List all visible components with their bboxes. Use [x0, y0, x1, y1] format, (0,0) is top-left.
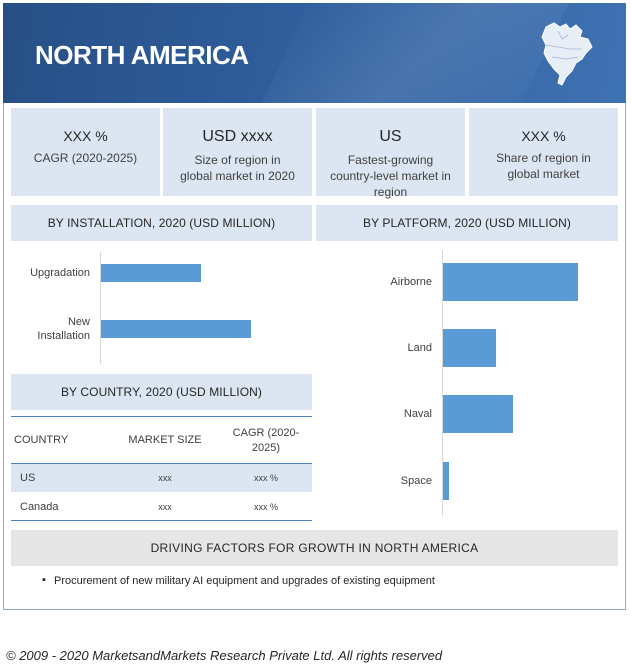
north-america-map-icon	[541, 22, 593, 86]
copyright-notice: © 2009 - 2020 MarketsandMarkets Research…	[6, 648, 443, 663]
installation-chart-title: BY INSTALLATION, 2020 (USD MILLION)	[11, 205, 312, 241]
stat-caption: Size of region in global market in 2020	[180, 153, 295, 183]
bar-new-installation	[101, 320, 251, 338]
table-header-rule	[11, 463, 312, 464]
col-header-cagr: CAGR (2020-2025)	[232, 427, 300, 454]
category-label: New Installation	[37, 316, 90, 342]
bar-space	[443, 462, 449, 500]
stat-market-size: USD xxxx Size of region in global market…	[163, 108, 312, 196]
stat-value: US	[379, 128, 402, 145]
drivers-title: DRIVING FACTORS FOR GROWTH IN NORTH AMER…	[11, 530, 618, 566]
stat-fastest-country: US Fastest-growing country-level market …	[316, 108, 465, 199]
category-label: Land	[407, 342, 432, 354]
stat-caption: CAGR (2020-2025)	[33, 151, 138, 165]
category-label: Naval	[403, 408, 432, 420]
table-bottom-rule	[11, 520, 312, 521]
category-label: Upgradation	[30, 267, 90, 279]
stat-caption: Share of region in global market	[496, 151, 591, 181]
stat-cagr: XXX % CAGR (2020-2025)	[11, 108, 160, 196]
bar-upgradation	[101, 264, 201, 282]
driver-bullet: Procurement of new military AI equipment…	[42, 574, 435, 587]
cell-country: Canada	[20, 501, 59, 513]
page-title: NORTH AMERICA	[35, 40, 249, 70]
stat-value: XXX %	[63, 128, 108, 144]
installation-axis	[100, 252, 101, 364]
bar-naval	[443, 395, 513, 433]
stat-caption: Fastest-growing country-level market in …	[330, 153, 451, 199]
cell-cagr: xxx %	[253, 473, 278, 483]
header-banner: NORTH AMERICA	[3, 3, 626, 103]
platform-chart-title: BY PLATFORM, 2020 (USD MILLION)	[316, 205, 618, 241]
category-label: Space	[400, 475, 432, 487]
cell-country: US	[20, 472, 36, 484]
infographic-frame	[3, 3, 626, 610]
country-table-title: BY COUNTRY, 2020 (USD MILLION)	[11, 374, 312, 410]
cell-market-size: xxx	[158, 473, 172, 483]
table-row	[11, 464, 312, 492]
category-label: Airborne	[390, 276, 432, 288]
platform-axis	[442, 250, 443, 516]
bar-airborne	[443, 263, 578, 301]
stat-value: XXX %	[521, 128, 566, 144]
cell-cagr: xxx %	[253, 502, 278, 512]
stat-region-share: XXX % Share of region in global market	[469, 108, 618, 196]
table-top-rule	[11, 416, 312, 417]
bar-land	[443, 329, 496, 367]
col-header-country: COUNTRY	[14, 434, 69, 446]
stat-value: USD xxxx	[202, 128, 273, 145]
col-header-market-size: MARKET SIZE	[128, 434, 202, 446]
cell-market-size: xxx	[158, 502, 172, 512]
